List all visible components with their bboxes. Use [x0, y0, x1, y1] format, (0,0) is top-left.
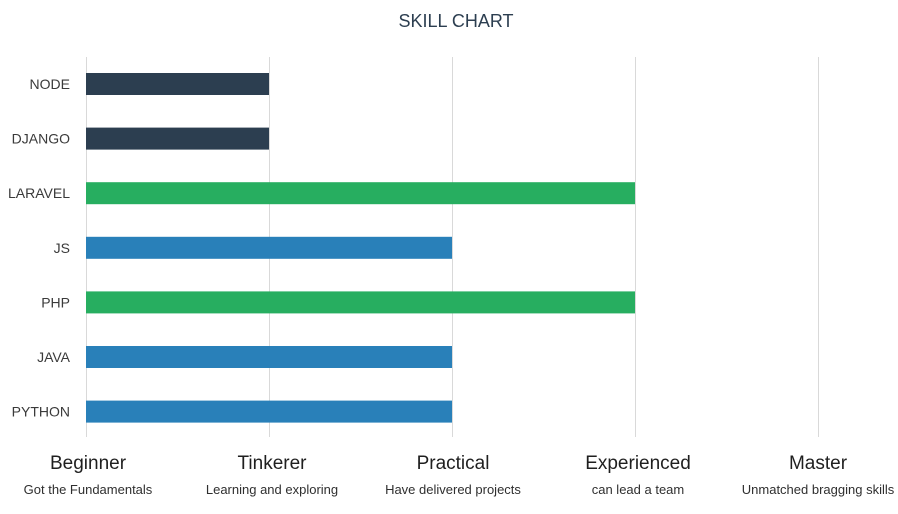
- chart-title: SKILL CHART: [398, 11, 513, 31]
- bar-layer: [86, 73, 635, 423]
- bar-php: [86, 291, 635, 314]
- bar-js: [86, 236, 452, 259]
- y-tick-label-js: JS: [54, 240, 70, 256]
- y-tick-label-laravel: LARAVEL: [8, 185, 70, 201]
- y-tick-label-python: PYTHON: [12, 404, 70, 420]
- x-tick-sublabel-experienced: can lead a team: [592, 482, 685, 497]
- x-tick-sublabel-tinkerer: Learning and exploring: [206, 482, 338, 497]
- x-tick-sublabel-master: Unmatched bragging skills: [742, 482, 895, 497]
- x-axis-ticks: Beginner Got the Fundamentals Tinkerer Lear…: [24, 453, 895, 497]
- x-tick-sublabel-practical: Have delivered projects: [385, 482, 521, 497]
- y-tick-label-django: DJANGO: [12, 131, 70, 147]
- grid-layer: [86, 57, 819, 437]
- y-tick-label-node: NODE: [30, 76, 70, 92]
- bar-django: [86, 127, 269, 150]
- x-tick-label-master: Master: [789, 453, 848, 474]
- bar-laravel: [86, 182, 635, 205]
- x-tick-label-practical: Practical: [417, 453, 490, 474]
- bar-java: [86, 346, 452, 368]
- y-tick-label-php: PHP: [41, 294, 70, 310]
- y-axis-ticks: NODE DJANGO LARAVEL JS PHP JAVA PYTHON: [8, 76, 71, 420]
- bar-node: [86, 73, 269, 95]
- bar-python: [86, 400, 452, 423]
- y-tick-label-java: JAVA: [37, 349, 71, 365]
- x-tick-label-beginner: Beginner: [50, 453, 127, 474]
- x-tick-sublabel-beginner: Got the Fundamentals: [24, 482, 153, 497]
- x-tick-label-tinkerer: Tinkerer: [238, 453, 308, 474]
- x-tick-label-experienced: Experienced: [585, 453, 691, 474]
